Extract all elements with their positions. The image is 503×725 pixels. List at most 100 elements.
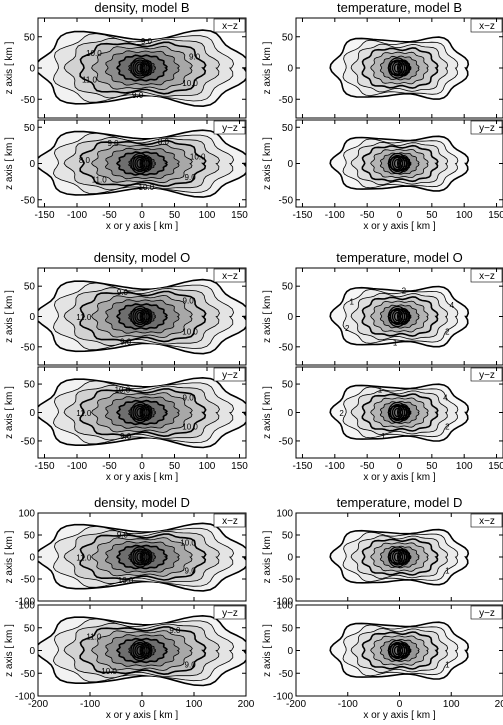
contour-label: 2 [402,286,407,295]
y-tick-label: -50 [21,575,36,586]
subplot-label-box [213,367,246,382]
y-tick-label: -100 [15,597,35,608]
y-tick-label: 0 [287,312,293,323]
contour-core [140,61,152,75]
contour-core [397,59,410,77]
panel-title: density, model B [94,0,189,15]
y-tick-label: -100 [15,692,35,703]
x-tick-label: -100 [67,461,87,472]
contour-map: 10.0 9.0 11.0 10.0 9.0 9.0 [38,18,246,118]
subplot-label-box [470,605,503,620]
contour-core [398,309,409,324]
y-tick-label: -100 [273,597,293,608]
panel-density-B: density, model B 10.0 9.0 11.0 10.0 9.0 9.0 x−z… [4,0,248,232]
contour-core [398,405,409,420]
contour-core [134,405,146,420]
contour-core [139,642,153,659]
subplot-label: x−z [479,21,495,32]
contour-core [398,61,409,75]
x-tick-label: 50 [426,461,438,472]
panel-temperature-O: temperature, model O 2 1 2 1 2 4 x−z 50 0 -50 z axi… [262,250,503,483]
x-axis-label: x or y axis [ km ] [106,221,178,232]
contour-core [140,550,152,564]
y-axis-label: z axis [ km ] [262,41,273,94]
contour-core [141,645,151,656]
panel-title: density, model O [94,250,191,265]
contour-map: 1 [296,605,503,696]
y-tick-label: -50 [279,575,294,586]
y-tick-label: -50 [21,195,36,206]
y-tick-label: -50 [279,436,294,447]
y-tick-label: -50 [279,342,294,353]
subplot-label-box [213,513,246,528]
y-tick-label: 50 [24,32,36,43]
contour-core [389,154,406,173]
y-tick-label: 100 [276,601,293,612]
contour-core [400,64,407,72]
contour-core [139,59,153,77]
x-tick-label: 50 [169,210,181,221]
x-tick-label: -100 [325,461,345,472]
y-tick-label: 50 [282,623,294,634]
contour-core [391,643,404,658]
x-tick-label: -50 [102,461,117,472]
x-tick-label: 0 [139,210,145,221]
x-tick-label: 150 [488,210,503,221]
subplot-label: x−z [222,271,238,282]
contour-label: 9.0 [117,288,129,297]
contour-core [132,154,148,173]
contour-core [397,404,410,421]
contour-core [140,156,152,171]
y-axis-label: z axis [ km ] [262,137,273,190]
contour-label: 11.0 [76,313,92,322]
y-tick-label: 50 [282,32,294,43]
y-axis-label: z axis [ km ] [4,386,15,439]
contour-label: 9.0 [183,394,195,403]
contour-core [142,159,150,168]
subplot-label-box [213,605,246,620]
contour-label: 9.0 [185,660,197,669]
subplot-label-box [213,268,246,283]
x-tick-label: 150 [231,210,248,221]
y-tick-label: 0 [29,553,35,564]
y-axis-label: z axis [ km ] [4,290,15,343]
contour-core [398,156,409,171]
panel-temperature-B: temperature, model B x−z 50 0 -50 z axis [ km… [262,0,503,232]
contour-core [399,551,408,563]
contour-core [399,645,408,656]
contour-map: 2 1 2 1 4 [296,367,503,458]
y-tick-label: -50 [21,95,36,106]
contour-label: 9.0 [185,173,197,182]
panel-density-O: density, model O 10.0 9.0 11.0 9.0 9.0 x−z 50 0 -… [4,250,248,483]
y-axis-label: z axis [ km ] [262,386,273,439]
y-tick-label: 0 [287,553,293,564]
contour-label: 10.0 [182,422,198,431]
x-tick-label: 100 [456,461,473,472]
contour-label: 9.0 [120,338,132,347]
y-axis-label: z axis [ km ] [262,530,273,583]
y-tick-label: 0 [287,646,293,657]
contour-label: 10.0 [182,327,198,336]
y-tick-label: 0 [29,64,35,75]
contour-label: 2 [445,422,450,431]
y-tick-label: 0 [29,159,35,170]
y-tick-label: -50 [279,669,294,680]
contour-core [134,550,146,564]
subplot-label-box [470,513,503,528]
subplot-label-box [213,18,246,33]
y-tick-label: -50 [279,95,294,106]
contour-map: 10.0 9.0 11.0 9.0 9.0 [38,268,246,365]
contour-map [296,18,503,118]
contour-core [139,308,153,325]
contour-label: 10.0 [180,539,196,548]
x-tick-label: 100 [199,210,216,221]
contour-core [400,312,407,321]
subplot-label-box [470,367,503,382]
contour-core [134,156,146,171]
contour-label: 10.0 [101,667,117,676]
contour-label: 9.0 [141,37,153,46]
y-tick-label: 100 [276,509,293,520]
y-tick-label: 100 [18,509,35,520]
y-tick-label: 50 [24,623,36,634]
